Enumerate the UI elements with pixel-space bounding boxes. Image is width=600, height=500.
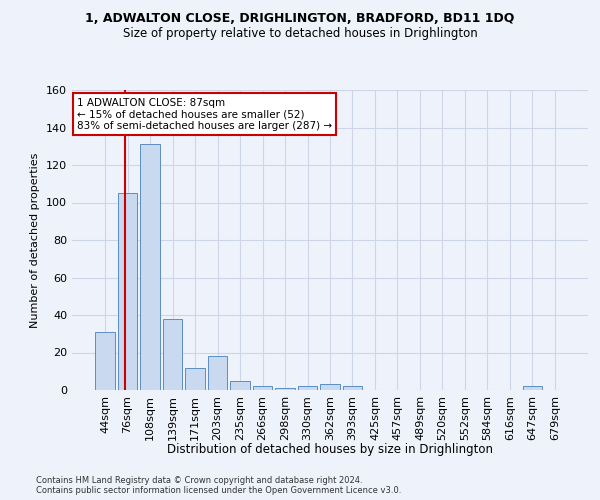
Bar — [320, 384, 340, 390]
Bar — [185, 368, 205, 390]
Bar — [230, 380, 250, 390]
Bar — [140, 144, 160, 390]
Bar — [163, 319, 182, 390]
Text: Size of property relative to detached houses in Drighlington: Size of property relative to detached ho… — [122, 28, 478, 40]
Text: 1, ADWALTON CLOSE, DRIGHLINGTON, BRADFORD, BD11 1DQ: 1, ADWALTON CLOSE, DRIGHLINGTON, BRADFOR… — [85, 12, 515, 26]
Bar — [298, 386, 317, 390]
Text: 1 ADWALTON CLOSE: 87sqm
← 15% of detached houses are smaller (52)
83% of semi-de: 1 ADWALTON CLOSE: 87sqm ← 15% of detache… — [77, 98, 332, 130]
Bar — [95, 332, 115, 390]
Bar — [343, 386, 362, 390]
Bar — [523, 386, 542, 390]
Text: Distribution of detached houses by size in Drighlington: Distribution of detached houses by size … — [167, 442, 493, 456]
Bar — [253, 386, 272, 390]
Bar — [208, 356, 227, 390]
Bar — [275, 388, 295, 390]
Y-axis label: Number of detached properties: Number of detached properties — [31, 152, 40, 328]
Bar — [118, 193, 137, 390]
Text: Contains HM Land Registry data © Crown copyright and database right 2024.
Contai: Contains HM Land Registry data © Crown c… — [36, 476, 401, 495]
